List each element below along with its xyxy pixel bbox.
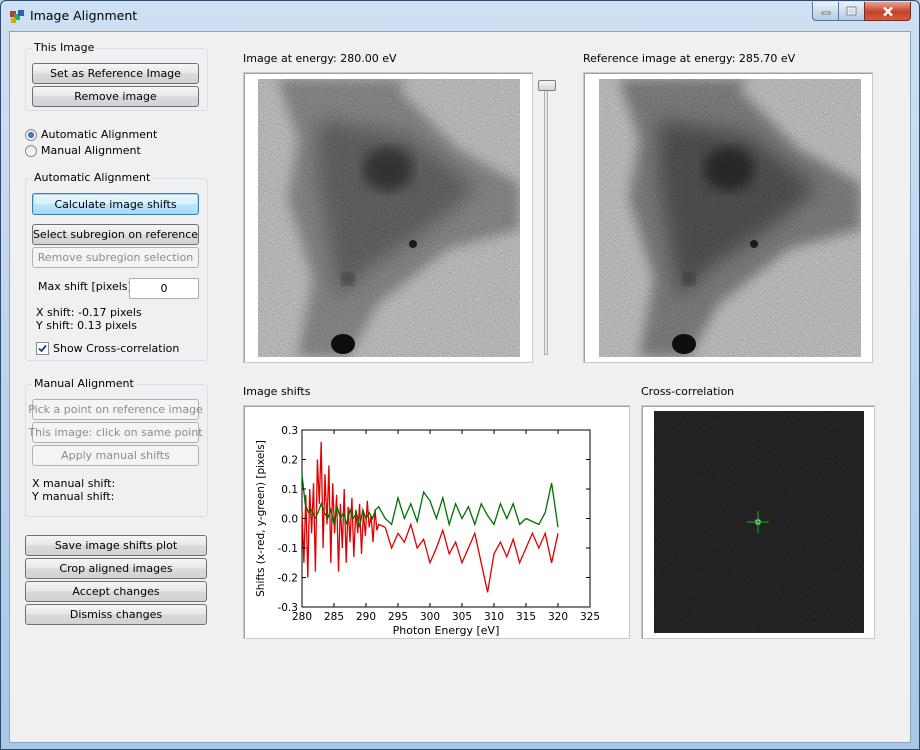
x-manual-shift-label: X manual shift: bbox=[32, 477, 116, 490]
y-axis-label: Shifts (x-red, y-green) [pixels] bbox=[255, 440, 267, 597]
energy-slider-thumb[interactable] bbox=[538, 80, 556, 91]
image-shifts-chart: 280 285 290 295 300 305 310 315 320 325 0.3 0.2 0.1 0… bbox=[255, 425, 600, 637]
title-bar[interactable]: Image Alignment bbox=[1, 1, 919, 31]
x-shift-readout: X shift: -0.17 pixels bbox=[36, 306, 142, 319]
max-shift-input[interactable]: 0 bbox=[129, 278, 199, 299]
automatic-alignment-radio-label: Automatic Alignment bbox=[41, 128, 158, 141]
cross-correlation-label: Cross-correlation bbox=[641, 385, 735, 398]
radio-indicator-manual[interactable] bbox=[25, 144, 37, 157]
manual-alignment-radio[interactable]: Manual Alignment bbox=[25, 144, 141, 157]
current-image-panel[interactable] bbox=[243, 72, 533, 363]
set-reference-image-button[interactable]: Set as Reference Image bbox=[32, 63, 199, 84]
automatic-alignment-group: Automatic Alignment bbox=[25, 171, 208, 361]
x-tick-label: 295 bbox=[388, 611, 408, 623]
cross-correlation-panel[interactable] bbox=[641, 405, 875, 639]
y-tick-label: -0.2 bbox=[278, 573, 299, 585]
manual-alignment-group: Manual Alignment bbox=[25, 377, 208, 517]
automatic-alignment-radio[interactable]: Automatic Alignment bbox=[25, 128, 157, 141]
y-tick-label: -0.1 bbox=[278, 543, 299, 555]
dismiss-changes-button[interactable]: Dismiss changes bbox=[25, 604, 207, 625]
show-cross-correlation-label: Show Cross-correlation bbox=[53, 342, 180, 355]
automatic-alignment-group-title: Automatic Alignment bbox=[32, 171, 153, 184]
maximize-button[interactable] bbox=[838, 2, 865, 21]
window-title: Image Alignment bbox=[30, 8, 138, 23]
reference-image-panel[interactable] bbox=[583, 72, 873, 363]
radio-indicator-automatic[interactable] bbox=[25, 128, 37, 141]
image-shifts-plot-panel[interactable]: 280 285 290 295 300 305 310 315 320 325 0.3 0.2 0.1 0… bbox=[243, 405, 630, 639]
series-line-x_shift bbox=[301, 441, 559, 593]
max-shift-label: Max shift [pixels]: bbox=[38, 280, 136, 293]
close-button[interactable] bbox=[864, 2, 911, 21]
click-same-point-button[interactable]: This image: click on same point bbox=[28, 422, 203, 443]
reference-image-label: Reference image at energy: 285.70 eV bbox=[583, 52, 796, 65]
remove-image-button[interactable]: Remove image bbox=[32, 86, 199, 107]
this-image-group-title: This Image bbox=[32, 41, 97, 54]
x-tick-label: 290 bbox=[356, 611, 376, 623]
x-tick-label: 315 bbox=[516, 611, 536, 623]
accept-changes-button[interactable]: Accept changes bbox=[25, 581, 207, 602]
manual-alignment-group-title: Manual Alignment bbox=[32, 377, 136, 390]
calculate-image-shifts-button[interactable]: Calculate image shifts bbox=[32, 193, 199, 215]
y-manual-shift-label: Y manual shift: bbox=[32, 490, 115, 503]
image-shifts-label: Image shifts bbox=[243, 385, 311, 398]
minimize-button[interactable] bbox=[812, 2, 839, 21]
y-tick-label: 0.2 bbox=[281, 455, 298, 467]
close-icon bbox=[882, 6, 893, 16]
app-icon bbox=[10, 10, 24, 23]
current-image bbox=[258, 79, 520, 357]
x-tick-label: 305 bbox=[452, 611, 472, 623]
x-tick-label: 325 bbox=[580, 611, 600, 623]
reference-image bbox=[599, 79, 861, 357]
pick-point-reference-button[interactable]: Pick a point on reference image bbox=[28, 399, 203, 420]
y-tick-label: 0.1 bbox=[281, 484, 298, 496]
x-tick-label: 280 bbox=[292, 611, 312, 623]
save-image-shifts-plot-button[interactable]: Save image shifts plot bbox=[25, 535, 207, 556]
y-tick-label: 0.0 bbox=[281, 514, 298, 526]
x-tick-label: 320 bbox=[548, 611, 568, 623]
manual-alignment-radio-label: Manual Alignment bbox=[41, 144, 141, 157]
y-shift-readout: Y shift: 0.13 pixels bbox=[36, 319, 137, 332]
select-subregion-button[interactable]: Select subregion on reference bbox=[32, 224, 199, 245]
x-tick-label: 310 bbox=[484, 611, 504, 623]
remove-subregion-button[interactable]: Remove subregion selection bbox=[32, 247, 199, 268]
checkbox-indicator[interactable] bbox=[36, 342, 49, 355]
current-image-label: Image at energy: 280.00 eV bbox=[243, 52, 397, 65]
y-tick-label: -0.3 bbox=[278, 602, 299, 614]
crop-aligned-images-button[interactable]: Crop aligned images bbox=[25, 558, 207, 579]
show-cross-correlation-checkbox[interactable]: Show Cross-correlation bbox=[36, 342, 179, 355]
checkmark-icon bbox=[38, 344, 47, 353]
maximize-icon bbox=[846, 6, 857, 16]
apply-manual-shifts-button[interactable]: Apply manual shifts bbox=[32, 445, 199, 466]
series-line-y_shift bbox=[301, 474, 559, 528]
energy-slider-track[interactable] bbox=[544, 85, 548, 355]
cross-correlation-image bbox=[654, 411, 864, 633]
x-axis-label: Photon Energy [eV] bbox=[393, 624, 500, 637]
x-tick-label: 285 bbox=[324, 611, 344, 623]
this-image-group: This Image bbox=[25, 41, 208, 111]
crosshair-icon bbox=[747, 511, 769, 533]
y-tick-label: 0.3 bbox=[281, 425, 298, 437]
x-tick-label: 300 bbox=[420, 611, 440, 623]
minimize-icon bbox=[821, 11, 830, 15]
client-area: This Image Set as Reference Image Remove… bbox=[9, 31, 911, 743]
